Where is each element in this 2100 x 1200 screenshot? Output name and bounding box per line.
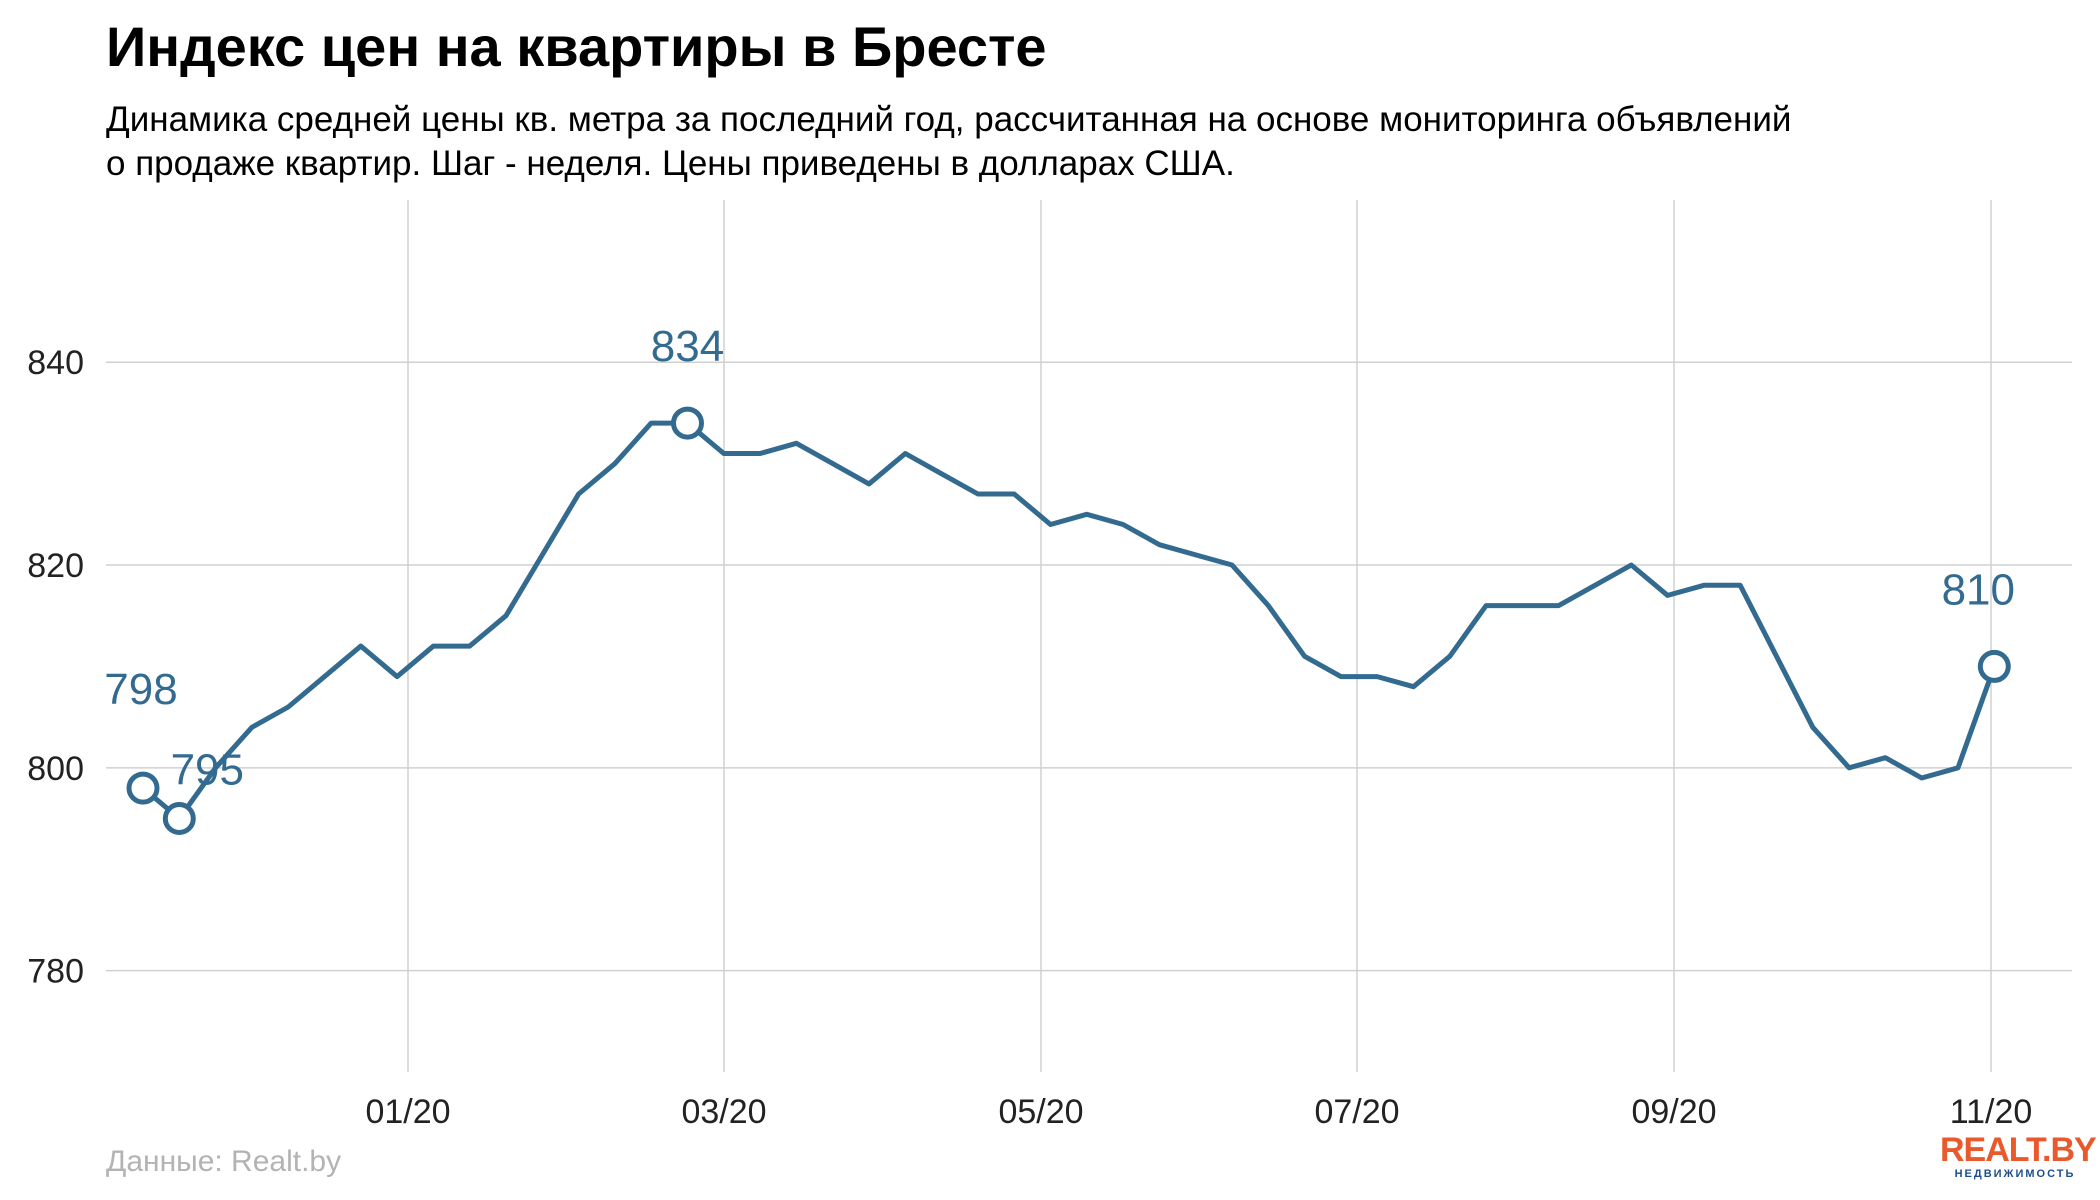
grid-lines xyxy=(106,200,2072,1072)
source-note: Данные: Realt.by xyxy=(106,1145,342,1178)
x-tick-label: 01/20 xyxy=(365,1093,450,1131)
logo-text: REALT.BY xyxy=(1940,1131,2097,1169)
x-tick-label: 11/20 xyxy=(1950,1093,2033,1131)
chart-title: Индекс цен на квартиры в Бресте xyxy=(106,15,1047,78)
data-label: 798 xyxy=(104,665,177,714)
x-tick-label: 03/20 xyxy=(681,1093,766,1131)
axis-labels: 780 800 820 840 01/20 03/20 05/20 07/20 09/20 11/… xyxy=(27,344,2032,1131)
highlight-point xyxy=(162,802,196,836)
data-label: 795 xyxy=(171,746,244,795)
price-index-line xyxy=(140,420,1997,821)
chart-subtitle: Динамика средней цены кв. метра за после… xyxy=(106,100,1792,183)
highlight-point xyxy=(1977,649,2011,683)
highlight-point xyxy=(126,771,160,805)
y-tick-label: 780 xyxy=(27,953,84,991)
series-line xyxy=(140,420,1997,821)
y-tick-label: 840 xyxy=(27,344,84,382)
highlight-markers: 798 795 834 810 xyxy=(104,322,2015,836)
y-tick-label: 800 xyxy=(27,750,84,788)
logo-subtext: НЕДВИЖИМОСТЬ xyxy=(1954,1168,2076,1180)
y-tick-label: 820 xyxy=(27,547,84,585)
x-tick-label: 05/20 xyxy=(998,1093,1083,1131)
x-tick-label: 07/20 xyxy=(1314,1093,1399,1131)
realt-logo: REALT.BY НЕДВИЖИМОСТЬ xyxy=(1940,1131,2097,1180)
x-tick-label: 09/20 xyxy=(1631,1093,1716,1131)
data-label: 810 xyxy=(1942,565,2015,614)
highlight-point xyxy=(671,406,704,440)
data-label: 834 xyxy=(651,322,724,371)
